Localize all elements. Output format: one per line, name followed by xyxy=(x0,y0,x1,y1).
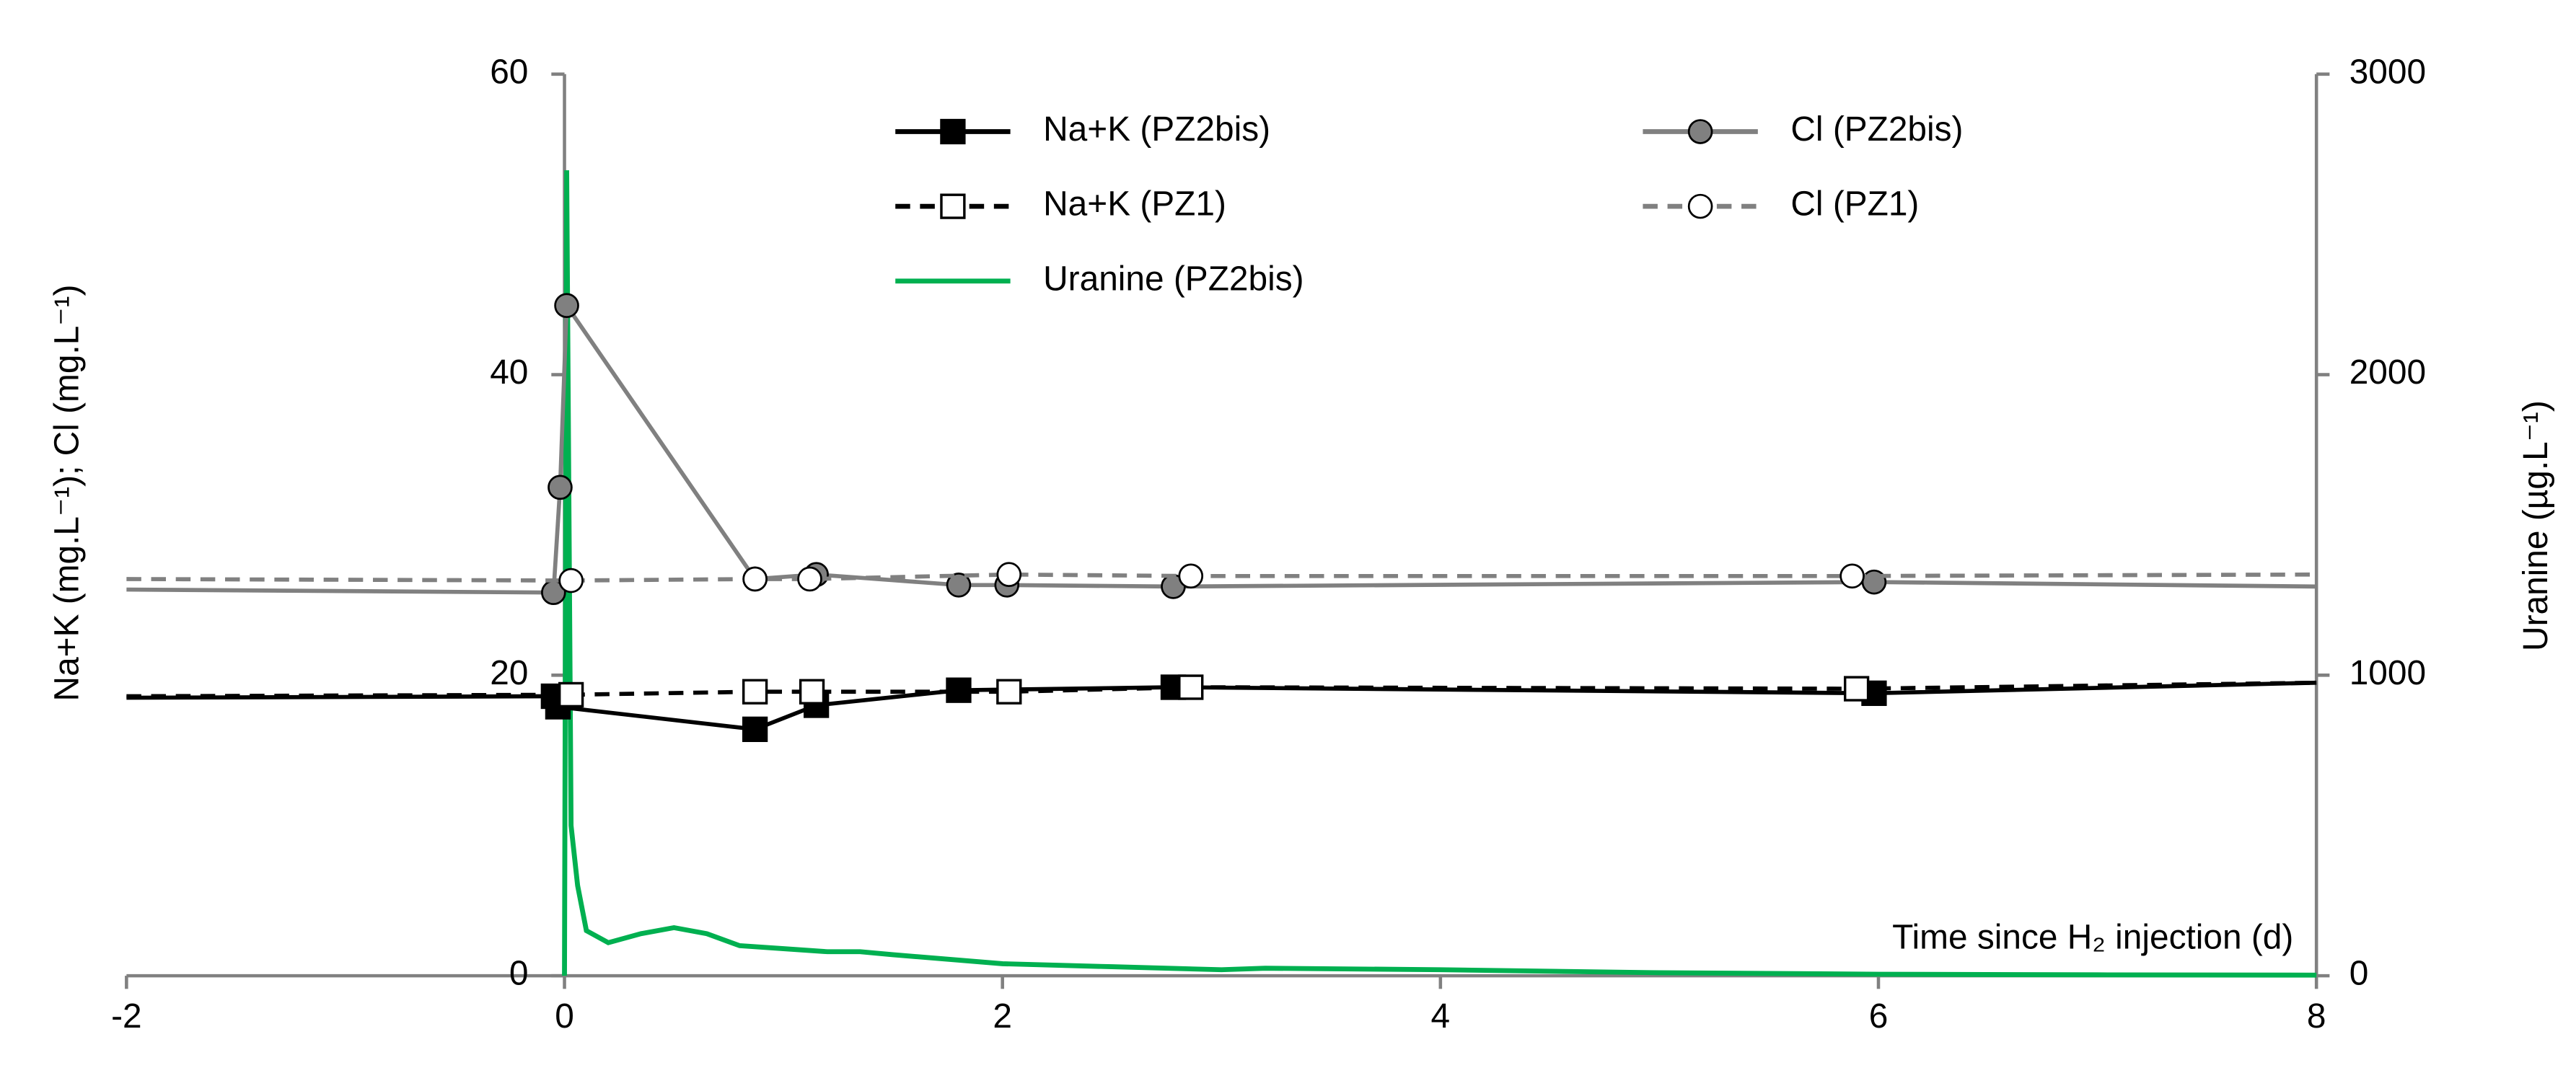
marker xyxy=(548,474,573,500)
legend-label: Cl (PZ1) xyxy=(1790,185,1919,224)
uranine-line xyxy=(562,170,2317,978)
y2-tick-label: 1000 xyxy=(2349,654,2426,692)
y2-tick-label: 3000 xyxy=(2349,53,2426,91)
series-line xyxy=(126,572,2317,583)
x-tick-label: 2 xyxy=(993,997,1012,1036)
legend-label: Na+K (PZ2bis) xyxy=(1043,110,1270,149)
marker xyxy=(996,562,1022,588)
x-tick-label: 8 xyxy=(2307,997,2326,1036)
legend-label: Na+K (PZ1) xyxy=(1043,185,1226,224)
marker xyxy=(554,293,579,319)
legend-marker xyxy=(1687,119,1713,144)
marker xyxy=(742,679,768,705)
y-tick-label: 60 xyxy=(490,53,528,91)
x-tick-label: -2 xyxy=(111,997,142,1036)
marker xyxy=(946,572,972,598)
marker xyxy=(1178,674,1204,700)
marker xyxy=(797,566,822,592)
legend-label: Cl (PZ2bis) xyxy=(1790,110,1963,149)
y2-tick-label: 0 xyxy=(2349,955,2369,993)
marker xyxy=(1839,563,1865,589)
x-axis-label: Time since H₂ injection (d) xyxy=(1892,919,2293,957)
legend-marker xyxy=(1687,193,1713,219)
y-axis-label: Na+K (mg.L⁻¹); Cl (mg.L⁻¹) xyxy=(48,285,86,702)
marker xyxy=(1843,676,1870,702)
marker xyxy=(558,681,584,708)
x-tick-label: 4 xyxy=(1431,997,1451,1036)
x-tick-label: 6 xyxy=(1869,997,1889,1036)
legend-marker xyxy=(940,118,966,145)
y-tick-label: 40 xyxy=(490,353,528,392)
marker xyxy=(996,679,1022,705)
series-line xyxy=(126,299,2317,595)
y2-tick-label: 2000 xyxy=(2349,353,2426,392)
marker xyxy=(742,716,768,743)
series-line xyxy=(126,680,2317,699)
marker xyxy=(799,679,825,705)
legend-label: Uranine (PZ2bis) xyxy=(1043,260,1304,298)
marker xyxy=(742,566,768,592)
series-line xyxy=(126,680,2317,732)
y-tick-label: 20 xyxy=(490,654,528,692)
y2-axis-label: Uranine (µg.L⁻¹) xyxy=(2517,400,2555,651)
marker xyxy=(1178,563,1204,589)
y-tick-label: 0 xyxy=(509,955,529,993)
legend-marker xyxy=(940,193,966,219)
x-tick-label: 0 xyxy=(555,997,574,1036)
marker xyxy=(558,568,584,593)
